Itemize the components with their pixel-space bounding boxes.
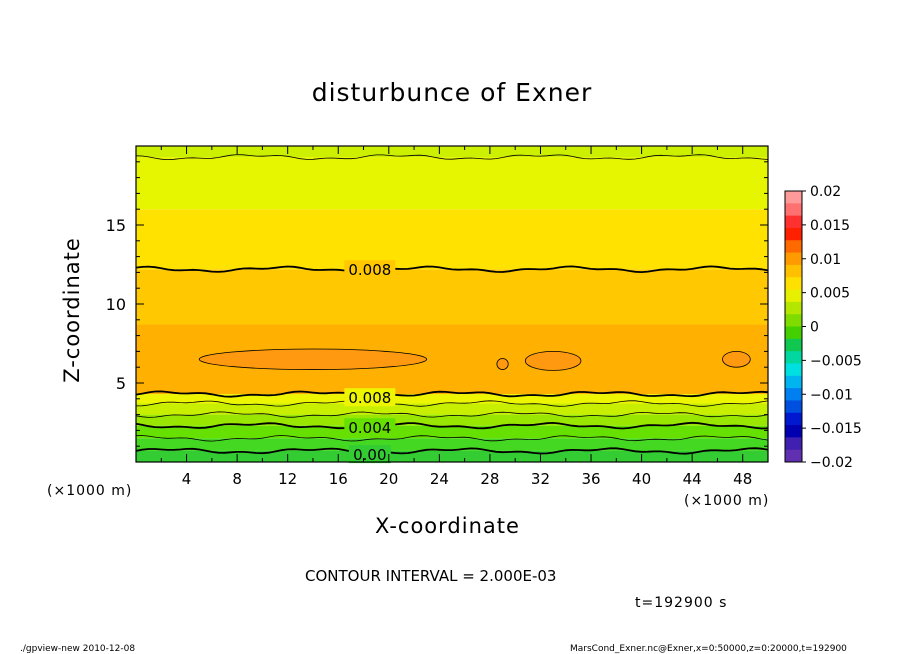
colorbar-swatch <box>785 375 802 389</box>
x-tick-label: 32 <box>531 470 550 488</box>
colorbar-swatch <box>785 412 802 426</box>
contour-band <box>136 209 768 270</box>
colorbar-swatch <box>785 289 802 303</box>
contour-band <box>136 157 768 210</box>
x-tick-label: 48 <box>733 470 752 488</box>
colorbar-tick-label: −0.005 <box>810 353 862 369</box>
contour-line <box>135 400 769 407</box>
contour-band <box>136 450 768 462</box>
x-tick-label: 28 <box>480 470 499 488</box>
x-tick-label: 24 <box>430 470 449 488</box>
contour-band <box>136 146 768 158</box>
colorbar-swatch <box>785 227 802 241</box>
contour-line <box>135 421 769 430</box>
x-tick-label: 4 <box>182 470 192 488</box>
contour-label: 0.00 <box>353 446 386 464</box>
y-tick-label: 10 <box>106 295 126 314</box>
colorbar-tick-label: −0.01 <box>810 387 853 403</box>
colorbar-swatch <box>785 351 802 364</box>
contour-line <box>135 411 769 418</box>
contour-interval-text: CONTOUR INTERVAL = 2.000E-03 <box>305 567 557 585</box>
footer-left-text: ./gpview-new 2010-12-08 <box>20 644 136 654</box>
x-unit-label-left: (×1000 m) <box>47 483 133 499</box>
colorbar-tick-label: 0.01 <box>810 252 841 268</box>
colorbar-swatch <box>785 338 802 352</box>
colorbar-tick-label: 0 <box>810 320 819 336</box>
colorbar-tick-label: 0.005 <box>810 286 850 302</box>
contour-island <box>524 350 582 371</box>
colorbar-swatch <box>785 240 802 254</box>
chart-title: disturbunce of Exner <box>311 78 593 107</box>
colorbar-swatch <box>785 449 802 463</box>
contour-label: 0.008 <box>348 389 391 407</box>
contour-line <box>135 390 769 398</box>
colorbar-swatch <box>785 388 802 401</box>
colorbar-tick-label: −0.02 <box>810 455 853 471</box>
colorbar-tick-label: 0.02 <box>810 184 841 200</box>
footer-right-text: MarsCond_Exner.nc@Exner,x=0:50000,z=0:20… <box>570 644 847 654</box>
colorbar-swatch <box>785 191 802 204</box>
y-tick-label: 15 <box>106 216 126 235</box>
x-tick-label: 36 <box>581 470 600 488</box>
y-tick-label: 5 <box>116 374 126 393</box>
y-axis-label: Z-coordinate <box>60 237 84 383</box>
colorbar-swatch <box>785 314 802 327</box>
contour-island <box>722 350 751 368</box>
colorbar-swatch <box>785 301 802 315</box>
contour-band <box>136 414 768 426</box>
colorbar-swatch <box>785 264 802 278</box>
contour-line <box>135 435 769 442</box>
contour-band <box>136 425 768 439</box>
colorbar-swatch <box>785 252 802 266</box>
contour-line <box>135 265 769 274</box>
x-tick-label: 20 <box>379 470 398 488</box>
contour-line <box>135 447 769 455</box>
x-tick-label: 8 <box>232 470 242 488</box>
colorbar-swatch <box>785 437 802 451</box>
colorbar-swatch <box>785 363 802 377</box>
colorbar-swatch <box>785 326 802 340</box>
x-axis-label: X-coordinate <box>375 514 520 538</box>
x-unit-label-right: (×1000 m) <box>684 493 770 509</box>
contour-line <box>135 154 769 161</box>
contour-label: 0.008 <box>348 261 391 279</box>
x-tick-label: 44 <box>683 470 702 488</box>
colorbar-swatch <box>785 400 802 414</box>
colorbar-swatch <box>785 215 802 229</box>
contour-band <box>136 269 768 325</box>
contour-island <box>198 348 428 370</box>
colorbar-swatch <box>785 203 802 217</box>
colorbar-swatch <box>785 425 802 438</box>
x-tick-label: 12 <box>278 470 297 488</box>
colorbar-swatch <box>785 277 802 291</box>
x-tick-label: 16 <box>329 470 348 488</box>
contour-label: 0.004 <box>348 419 391 437</box>
contour-band <box>136 403 768 415</box>
time-label: t=192900 s <box>635 595 728 611</box>
x-tick-label: 40 <box>632 470 651 488</box>
colorbar-tick-label: −0.015 <box>810 421 862 437</box>
contour-island <box>496 358 509 370</box>
contour-band <box>136 394 768 404</box>
colorbar-tick-label: 0.015 <box>810 218 850 234</box>
